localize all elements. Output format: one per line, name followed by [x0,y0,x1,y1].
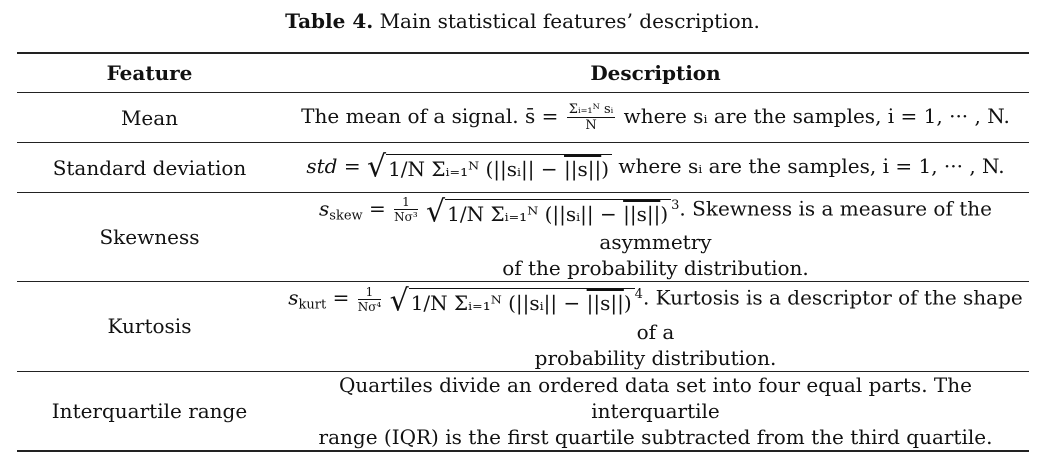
page: Table 4. Main statistical features’ desc… [0,9,1045,452]
desc-line2: probability distribution. [534,345,777,370]
desc-intro: The mean of a signal. [301,104,519,128]
power-exponent: 4 [634,287,643,303]
mean-fraction: Σᵢ₌₁ᴺ sᵢ N [566,102,616,133]
feature-cell: Skewness [17,192,282,283]
desc-line1: Quartiles divide an ordered data set int… [339,372,972,423]
skew-fraction-denominator: Nσ³ [394,210,418,225]
radicand-post: ) [660,201,669,226]
sqrt-radicand: 1/N Σᵢ₌₁ᴺ (||sᵢ|| − ||s||) [445,198,672,227]
description-cell: The mean of a signal. s̄ = Σᵢ₌₁ᴺ sᵢ N wh… [282,92,1029,143]
table-row: Interquartile range Quartiles divide an … [17,371,1029,452]
skew-lhs: s [319,196,330,221]
sqrt-expression: √ 1/N Σᵢ₌₁ᴺ (||sᵢ|| − ||s||) 3 [426,193,679,227]
kurt-fraction-denominator: Nσ⁴ [357,299,382,314]
table-row: Skewness sskew = 1 Nσ³ √ 1/N Σᵢ₌₁ᴺ (||sᵢ|… [17,192,1029,283]
sqrt-radicand: 1/N Σᵢ₌₁ᴺ (||sᵢ|| − ||s||) [386,153,613,182]
header-row: Feature Description [17,52,1029,93]
description-cell: skurt = 1 Nσ⁴ √ 1/N Σᵢ₌₁ᴺ (||sᵢ|| − ||s||… [282,281,1029,372]
mean-fraction-numerator: Σᵢ₌₁ᴺ sᵢ [566,102,616,118]
desc-line2: range (IQR) is the first quartile subtra… [318,424,993,449]
desc-line1: . Kurtosis is a descriptor of the shape … [636,285,1023,344]
header-description: Description [282,52,1029,93]
radicand-post: ) [623,290,632,315]
kurt-lhs: s [288,285,299,310]
sqrt-expression: √ 1/N Σᵢ₌₁ᴺ (||sᵢ|| − ||s||) 4 [390,282,643,316]
radicand-post: ) [601,156,610,181]
mean-fraction-denominator: N [585,118,597,133]
features-table: Feature Description Mean The mean of a s… [17,52,1029,452]
radicand-mean: ||s|| [564,156,602,181]
radicand-pre: 1/N Σᵢ₌₁ᴺ (||sᵢ|| − [447,201,624,226]
table-caption: Table 4. Main statistical features’ desc… [0,9,1045,33]
description-cell: sskew = 1 Nσ³ √ 1/N Σᵢ₌₁ᴺ (||sᵢ|| − ||s||… [282,192,1029,283]
equals-sign: = [369,196,386,221]
mean-lhs: s̄ = [525,104,559,128]
description-cell: std = √ 1/N Σᵢ₌₁ᴺ (||sᵢ|| − ||s||) where … [282,142,1029,193]
skew-fraction-numerator: 1 [394,196,418,211]
table-row: Standard deviation std = √ 1/N Σᵢ₌₁ᴺ (||s… [17,142,1029,193]
caption-text: Main statistical features’ description. [379,9,760,33]
skew-fraction: 1 Nσ³ [394,196,418,223]
radicand-pre: 1/N Σᵢ₌₁ᴺ (||sᵢ|| − [410,290,587,315]
equals-sign: = [332,285,350,310]
radicand-pre: 1/N Σᵢ₌₁ᴺ (||sᵢ|| − [388,156,565,181]
power-exponent: 3 [671,198,680,213]
desc-line2: of the probability distribution. [502,256,809,281]
table-row: Kurtosis skurt = 1 Nσ⁴ √ 1/N Σᵢ₌₁ᴺ (||sᵢ|… [17,281,1029,372]
description-cell: Quartiles divide an ordered data set int… [282,371,1029,452]
sqrt-sign: √ [389,283,409,319]
desc-tail: where sᵢ are the samples, i = 1, ··· , N… [618,154,1005,179]
caption-label: Table 4. [285,9,374,33]
header-feature: Feature [17,52,282,93]
feature-cell: Mean [17,92,282,143]
std-lhs: std = [306,154,361,179]
kurt-lhs-sub: kurt [298,297,327,313]
sqrt-sign: √ [366,149,387,185]
radicand-mean: ||s|| [623,201,661,226]
radicand-mean: ||s|| [586,290,624,315]
kurt-fraction: 1 Nσ⁴ [357,286,382,314]
sqrt-radicand: 1/N Σᵢ₌₁ᴺ (||sᵢ|| − ||s||) [408,287,635,316]
feature-cell: Kurtosis [17,281,282,372]
sqrt-expression: √ 1/N Σᵢ₌₁ᴺ (||sᵢ|| − ||s||) [366,149,613,185]
sqrt-sign: √ [426,194,446,230]
skew-lhs-sub: skew [329,208,363,224]
table-row: Mean The mean of a signal. s̄ = Σᵢ₌₁ᴺ sᵢ… [17,92,1029,143]
feature-cell: Interquartile range [17,371,282,452]
kurt-fraction-numerator: 1 [357,286,382,300]
desc-line1: . Skewness is a measure of the asymmetry [599,196,992,255]
desc-tail: where sᵢ are the samples, i = 1, ··· , N… [623,104,1010,128]
feature-cell: Standard deviation [17,142,282,193]
